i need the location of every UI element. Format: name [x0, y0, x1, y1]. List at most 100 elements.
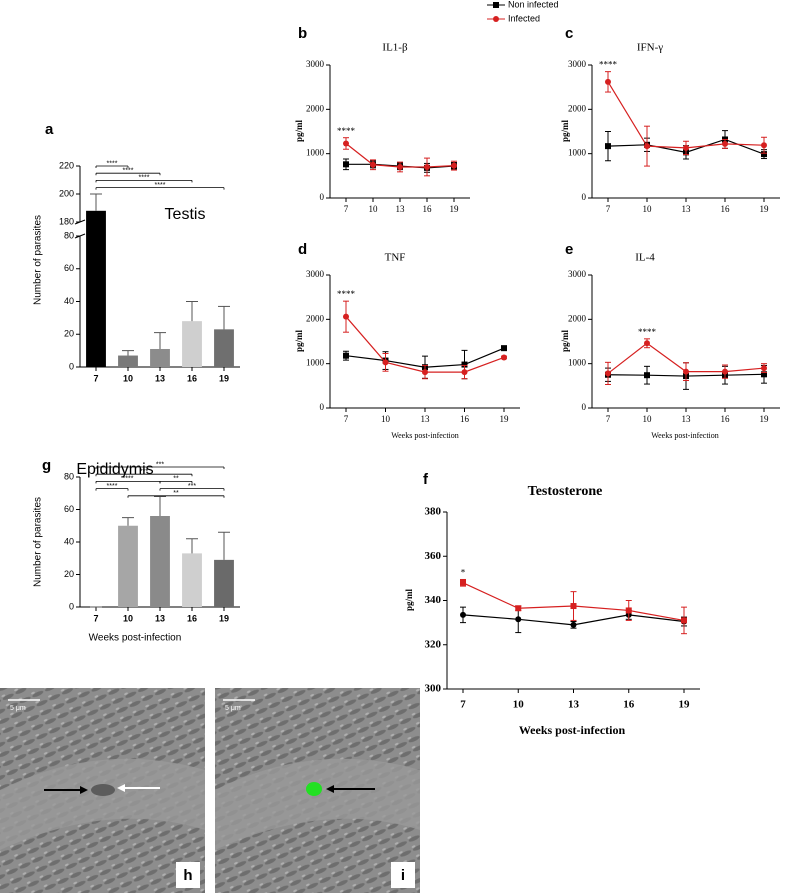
- point: [605, 78, 611, 85]
- x-tick-label: 13: [155, 373, 165, 383]
- y-tick-label: 320: [425, 638, 442, 650]
- point: [343, 313, 349, 320]
- y-tick-label: 220: [59, 160, 74, 170]
- x-tick-label: 7: [93, 373, 98, 383]
- x-tick-label: 19: [219, 613, 229, 623]
- x-tick-label: 7: [606, 204, 611, 214]
- significance-label: ****: [107, 160, 118, 167]
- point: [625, 607, 632, 614]
- point: [343, 352, 349, 359]
- x-tick-label: 10: [513, 699, 525, 711]
- x-tick-label: 16: [187, 613, 197, 623]
- significance-bracket: [159, 488, 225, 491]
- significance-label: ****: [638, 327, 657, 337]
- panel-letter: f: [423, 471, 429, 488]
- significance-bracket: [95, 488, 129, 491]
- scale-bar-label: 5 μm: [225, 705, 241, 712]
- significance-bracket: [95, 187, 225, 190]
- y-tick-label: 3000: [568, 269, 587, 279]
- legend-label: Non infected: [508, 0, 559, 9]
- y-tick-label: 60: [64, 504, 74, 514]
- bar: [182, 321, 202, 367]
- legend-marker: [493, 2, 499, 8]
- chart-title: Testosterone: [528, 484, 603, 499]
- y-tick-label: 0: [582, 402, 587, 412]
- panel: f Testosterone pg/ml Weeks post-infection 30…: [404, 471, 700, 737]
- bar: [150, 516, 170, 607]
- error-bar: [154, 496, 166, 516]
- significance-label: ***: [156, 461, 164, 468]
- legend-label: Infected: [508, 13, 540, 23]
- point: [422, 369, 428, 376]
- x-tick-label: 19: [500, 414, 510, 424]
- panel-letter: g: [42, 457, 51, 474]
- significance-label: ***: [140, 469, 148, 476]
- x-tick-label: 19: [450, 204, 460, 214]
- x-tick-label: 16: [423, 204, 433, 214]
- point: [451, 162, 457, 169]
- y-tick-label: 1000: [568, 148, 587, 158]
- point: [681, 617, 687, 624]
- panel: b IL1-β pg/ml 0 1000 2000 3000 7 10 13 16 19 ****: [294, 25, 470, 214]
- x-tick-label: 7: [344, 204, 349, 214]
- y-tick-label: 2000: [306, 313, 325, 323]
- point: [722, 368, 728, 375]
- x-tick-label: 10: [381, 414, 391, 424]
- x-tick-label: 16: [721, 414, 731, 424]
- error-bar: [218, 305, 230, 330]
- error-bar: [186, 301, 198, 322]
- y-tick-label: 1000: [306, 148, 325, 158]
- y-tick-label: 0: [320, 402, 325, 412]
- x-tick-label: 7: [606, 414, 611, 424]
- point: [343, 161, 349, 168]
- panel-letter: c: [565, 25, 573, 42]
- chart-title: IL1-β: [382, 42, 408, 54]
- point: [683, 368, 689, 375]
- significance-label: *: [461, 568, 466, 578]
- x-tick-label: 16: [623, 699, 635, 711]
- x-tick-label: 19: [679, 699, 691, 711]
- y-tick-label: 2000: [306, 103, 325, 113]
- y-axis-label: pg/ml: [560, 330, 570, 353]
- x-tick-label: 13: [682, 204, 692, 214]
- point: [761, 151, 767, 158]
- x-tick-label: 19: [760, 204, 770, 214]
- x-tick-label: 13: [421, 414, 431, 424]
- point: [343, 140, 349, 147]
- y-tick-label: 0: [320, 192, 325, 202]
- significance-bracket: [95, 179, 193, 183]
- x-tick-label: 13: [155, 613, 165, 623]
- y-tick-label: 1000: [568, 358, 587, 368]
- y-tick-label: 1000: [306, 358, 325, 368]
- bar: [214, 559, 234, 607]
- point: [683, 144, 689, 151]
- chart-title: TNF: [385, 252, 406, 264]
- significance-bracket: [159, 480, 193, 484]
- y-tick-label: 3000: [568, 59, 587, 69]
- significance-label: ****: [337, 289, 356, 299]
- point: [461, 369, 468, 376]
- y-tick-label: 360: [425, 550, 442, 562]
- point: [397, 163, 403, 170]
- significance-bracket: [95, 473, 193, 477]
- bar: [182, 553, 202, 607]
- y-tick-label: 180: [59, 216, 74, 226]
- scale-bar-label: 5 μm: [10, 705, 26, 712]
- bar: [150, 348, 170, 367]
- panel-letter: i: [401, 867, 405, 884]
- significance-label: ****: [123, 168, 134, 175]
- error-bar: [218, 531, 230, 560]
- bar: [118, 355, 138, 367]
- significance-label: ****: [123, 476, 134, 483]
- point: [501, 345, 507, 352]
- x-tick-label: 13: [396, 204, 406, 214]
- point: [761, 371, 767, 378]
- point: [570, 603, 577, 610]
- y-tick-label: 80: [64, 230, 74, 240]
- chart-title: IFN-γ: [637, 42, 663, 54]
- x-tick-label: 16: [460, 414, 470, 424]
- x-tick-label: 10: [643, 204, 653, 214]
- x-axis-label: Weeks post-infection: [391, 431, 459, 440]
- chart-title: Testis: [165, 206, 206, 223]
- point: [382, 359, 389, 366]
